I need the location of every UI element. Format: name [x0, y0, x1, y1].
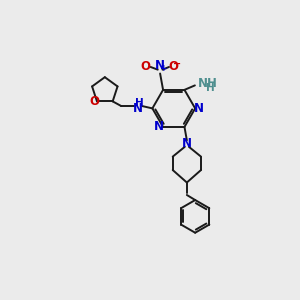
- Text: N: N: [182, 137, 192, 150]
- Text: N: N: [155, 59, 165, 72]
- Text: +: +: [160, 64, 168, 73]
- Text: −: −: [173, 58, 181, 68]
- Text: O: O: [168, 61, 178, 74]
- Text: N: N: [133, 103, 142, 116]
- Text: N: N: [154, 120, 164, 134]
- Text: N: N: [194, 102, 204, 115]
- Text: O: O: [141, 61, 151, 74]
- Text: H: H: [135, 98, 143, 108]
- Text: H: H: [206, 83, 215, 93]
- Text: O: O: [90, 95, 100, 108]
- Text: NH: NH: [198, 76, 218, 89]
